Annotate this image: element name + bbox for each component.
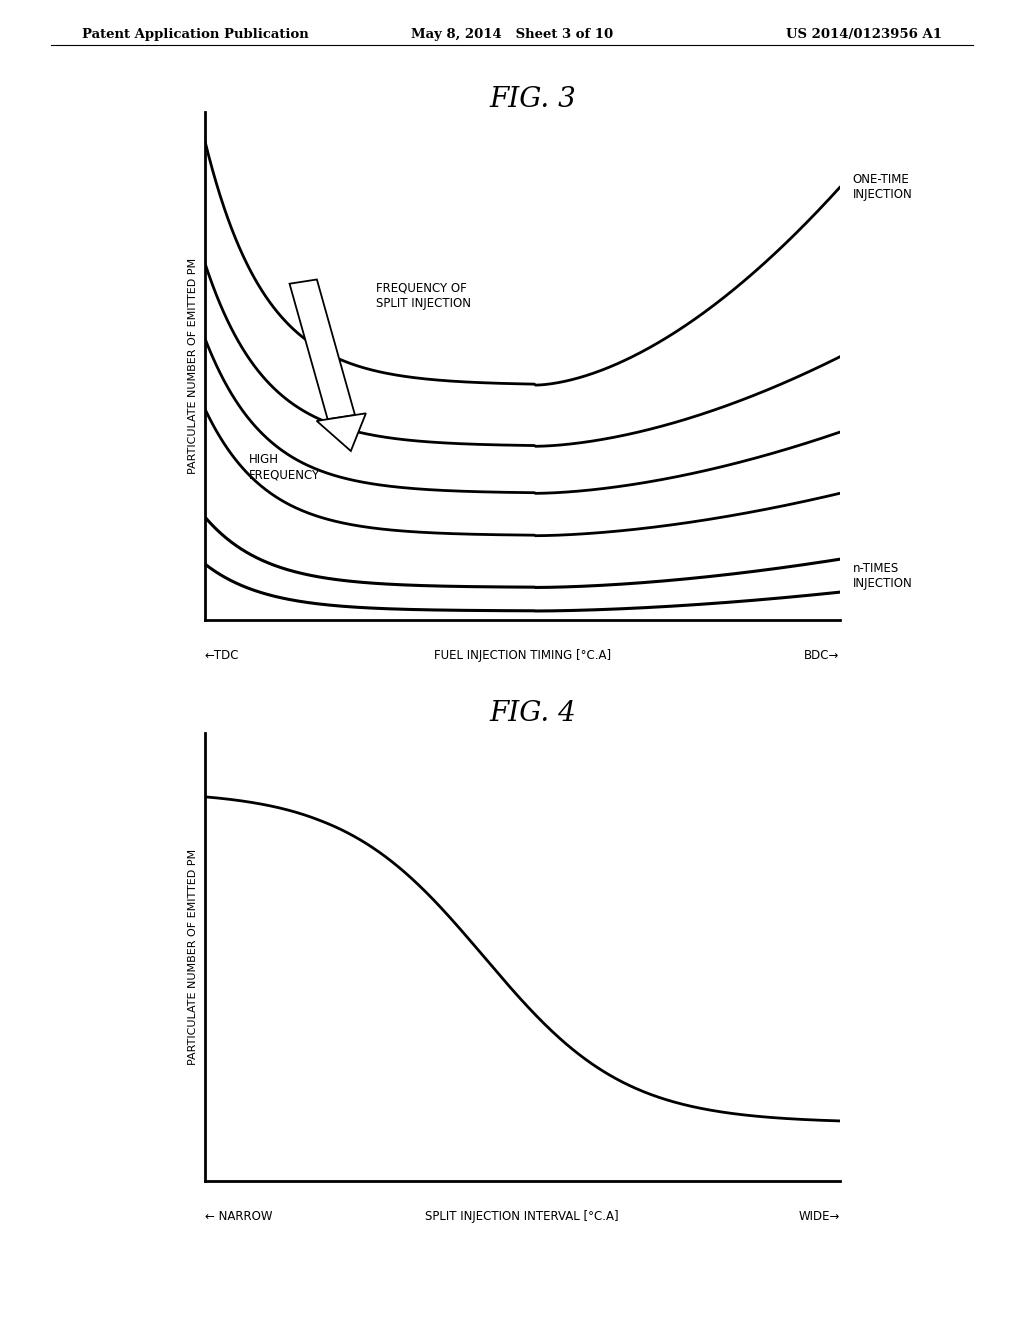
Text: US 2014/0123956 A1: US 2014/0123956 A1 xyxy=(786,28,942,41)
Text: May 8, 2014   Sheet 3 of 10: May 8, 2014 Sheet 3 of 10 xyxy=(411,28,613,41)
Y-axis label: PARTICULATE NUMBER OF EMITTED PM: PARTICULATE NUMBER OF EMITTED PM xyxy=(187,849,198,1065)
Text: FIG. 3: FIG. 3 xyxy=(489,86,575,112)
Text: ← NARROW: ← NARROW xyxy=(205,1210,272,1224)
Text: ←TDC: ←TDC xyxy=(205,649,240,663)
Text: Patent Application Publication: Patent Application Publication xyxy=(82,28,308,41)
Text: SPLIT INJECTION INTERVAL [°C.A]: SPLIT INJECTION INTERVAL [°C.A] xyxy=(425,1210,620,1224)
Text: HIGH
FREQUENCY: HIGH FREQUENCY xyxy=(249,453,321,482)
Polygon shape xyxy=(316,413,366,451)
Text: WIDE→: WIDE→ xyxy=(799,1210,840,1224)
Text: FIG. 4: FIG. 4 xyxy=(489,700,575,726)
Text: FUEL INJECTION TIMING [°C.A]: FUEL INJECTION TIMING [°C.A] xyxy=(434,649,610,663)
Text: BDC→: BDC→ xyxy=(804,649,840,663)
Polygon shape xyxy=(290,280,355,420)
Y-axis label: PARTICULATE NUMBER OF EMITTED PM: PARTICULATE NUMBER OF EMITTED PM xyxy=(187,259,198,474)
Text: ONE-TIME
INJECTION: ONE-TIME INJECTION xyxy=(852,173,912,202)
Text: n-TIMES
INJECTION: n-TIMES INJECTION xyxy=(852,562,912,590)
Text: FREQUENCY OF
SPLIT INJECTION: FREQUENCY OF SPLIT INJECTION xyxy=(376,281,471,310)
